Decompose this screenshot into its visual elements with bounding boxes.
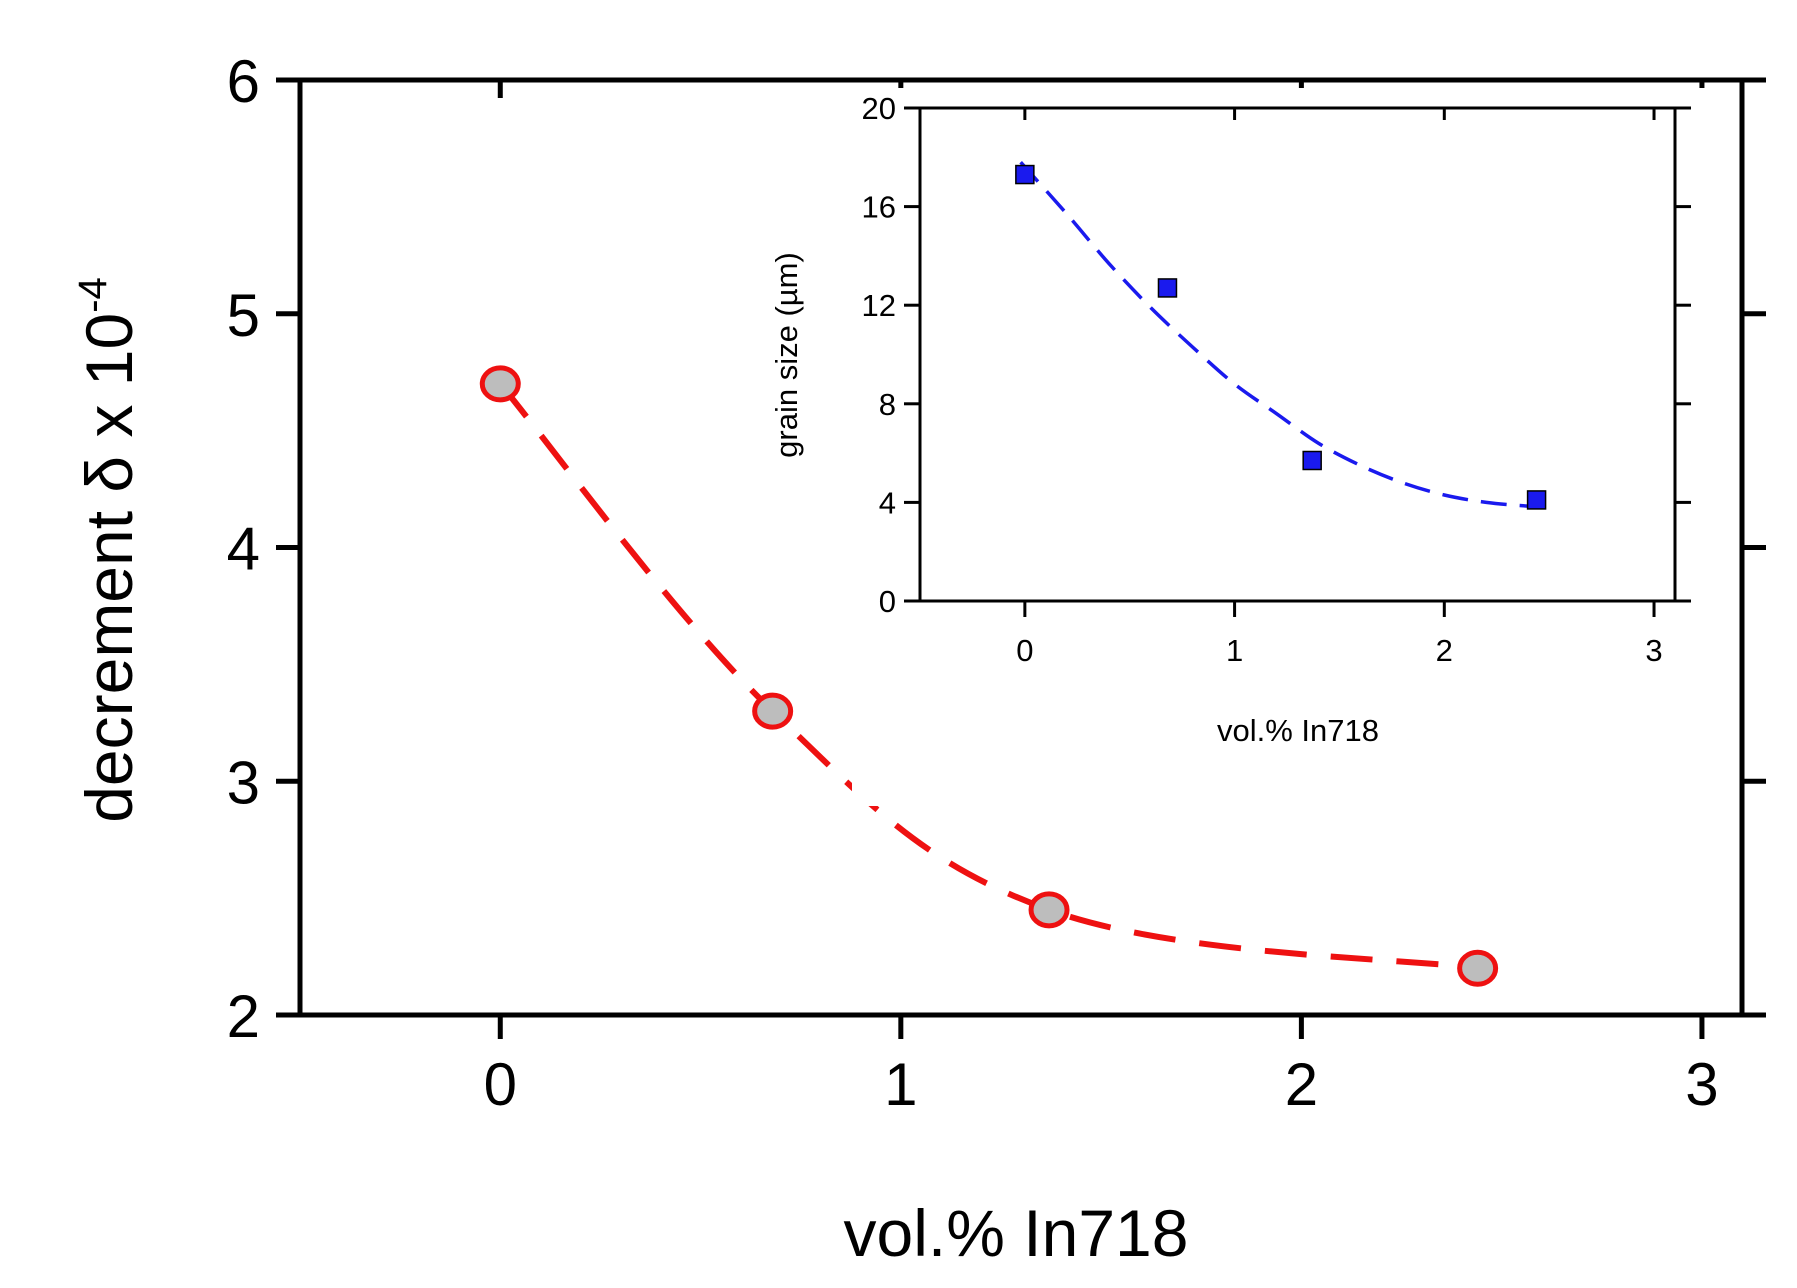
inset-fit-line [1019,161,1550,509]
inset-y-axis-label: grain size (µm) [769,252,804,458]
inset-fit-curve [1019,161,1550,509]
inset-data-point [1526,490,1547,510]
inset-y-tick-label: 12 [862,288,896,323]
inset-x-tick-label: 2 [1436,633,1453,668]
main-data-point [752,692,794,730]
main-y-tick-label: 3 [227,749,260,816]
inset-background [852,88,1710,806]
main-y-axis-label-text: decrement δ x 10 [72,313,146,823]
main-y-axis-label: decrement δ x 10-4 [71,277,146,823]
inset-y-tick-label: 16 [862,190,896,225]
inset-y-tick-label: 20 [862,91,896,126]
inset-series-points [1015,164,1547,510]
main-y-tick-label: 2 [227,983,260,1050]
inset-y-ticks: 0 4 8 12 16 20 [862,91,1691,619]
inset-y-tick-label: 0 [879,584,896,619]
main-y-axis-label-exponent: -4 [71,277,115,313]
inset-data-point [1015,164,1035,185]
main-x-tick-label: 2 [1285,1051,1318,1118]
inset-x-tick-label: 0 [1016,633,1033,668]
main-x-tick-label: 3 [1685,1051,1718,1118]
main-y-tick-label: 6 [227,48,260,115]
inset-data-point [1302,450,1322,471]
inset-x-tick-label: 3 [1645,633,1662,668]
inset-plot-frame [918,106,1677,603]
main-series-points [479,365,1499,987]
inset-data-point [1157,278,1178,298]
inset-x-axis-label: vol.% In718 [1217,713,1379,748]
main-y-ticks: 2 3 4 5 6 [227,48,1766,1050]
main-series-curve [497,381,1479,972]
main-data-point [479,365,521,403]
inset-x-ticks: 0 1 2 3 [1016,108,1663,668]
main-x-tick-label: 0 [484,1051,517,1118]
main-y-tick-label: 4 [227,516,260,583]
main-x-axis-label: vol.% In718 [844,1196,1189,1270]
main-series-line [497,381,1479,972]
main-y-tick-label: 5 [227,282,260,349]
inset-x-tick-label: 1 [1226,633,1243,668]
main-data-point [1457,949,1499,987]
inset-y-tick-label: 8 [879,387,896,422]
inset-y-tick-label: 4 [879,485,896,520]
main-x-tick-label: 1 [884,1051,917,1118]
main-data-point [1028,891,1070,929]
